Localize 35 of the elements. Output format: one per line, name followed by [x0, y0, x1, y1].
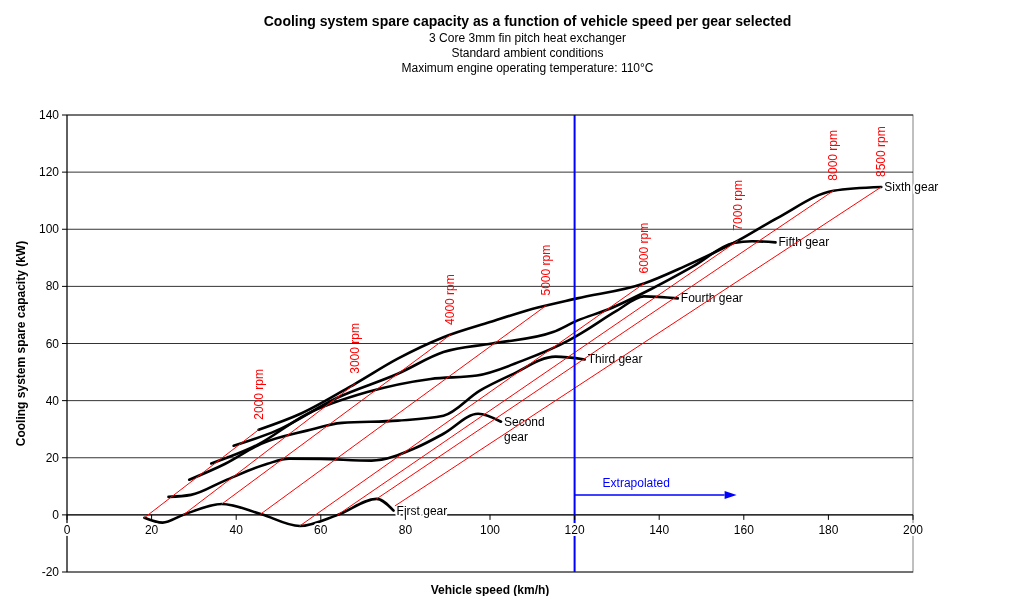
text: 8000 rpm [826, 129, 841, 181]
x-tick-label: 60 [314, 522, 328, 537]
x-tick-label: 100 [479, 522, 501, 537]
x-tick-label: 20 [144, 522, 159, 537]
series-label: Sixth gear [884, 179, 939, 194]
annotation: Extrapolated [602, 475, 670, 490]
y-tick-label: 60 [45, 336, 60, 351]
y-tick-label: 80 [45, 279, 60, 294]
y-tick-label: 40 [45, 393, 60, 408]
y-tick-label: 140 [38, 108, 60, 122]
series-label: Fourth gear [680, 291, 743, 306]
y-tick-label: 0 [52, 507, 60, 522]
y-tick-label: -20 [41, 565, 60, 579]
chart-subtitle: 3 Core 3mm fin pitch heat exchanger Standard ambient conditions Maximum engine operating temperature: 110°C [401, 31, 654, 75]
x-tick-label: 200 [902, 522, 924, 537]
series-label: Third gear [587, 352, 643, 367]
y-tick-label: 100 [38, 222, 60, 237]
x-tick-label: 40 [229, 522, 244, 537]
series-label: First gear [396, 503, 448, 518]
text: 4000 rpm [443, 274, 458, 325]
x-tick-label: 180 [818, 522, 839, 537]
text: 3000 rpm [348, 323, 363, 374]
text: 7000 rpm [730, 179, 745, 231]
text: 8500 rpm [874, 126, 889, 177]
x-tick-label: 140 [649, 522, 670, 537]
text: 6000 rpm [636, 222, 651, 274]
x-tick-label: 160 [733, 522, 755, 537]
text: 5000 rpm [539, 244, 554, 296]
x-axis-title: Vehicle speed (km/h) [430, 583, 550, 597]
text: 2000 rpm [251, 369, 266, 420]
x-tick-label: 80 [398, 522, 413, 537]
y-tick-label: 20 [45, 450, 60, 465]
y-axis-title: Cooling system spare capacity (kW) [14, 240, 28, 447]
y-tick-label: 120 [38, 165, 60, 180]
chart-title: Cooling system spare capacity as a function of vehicle speed per gear selected [263, 13, 792, 29]
